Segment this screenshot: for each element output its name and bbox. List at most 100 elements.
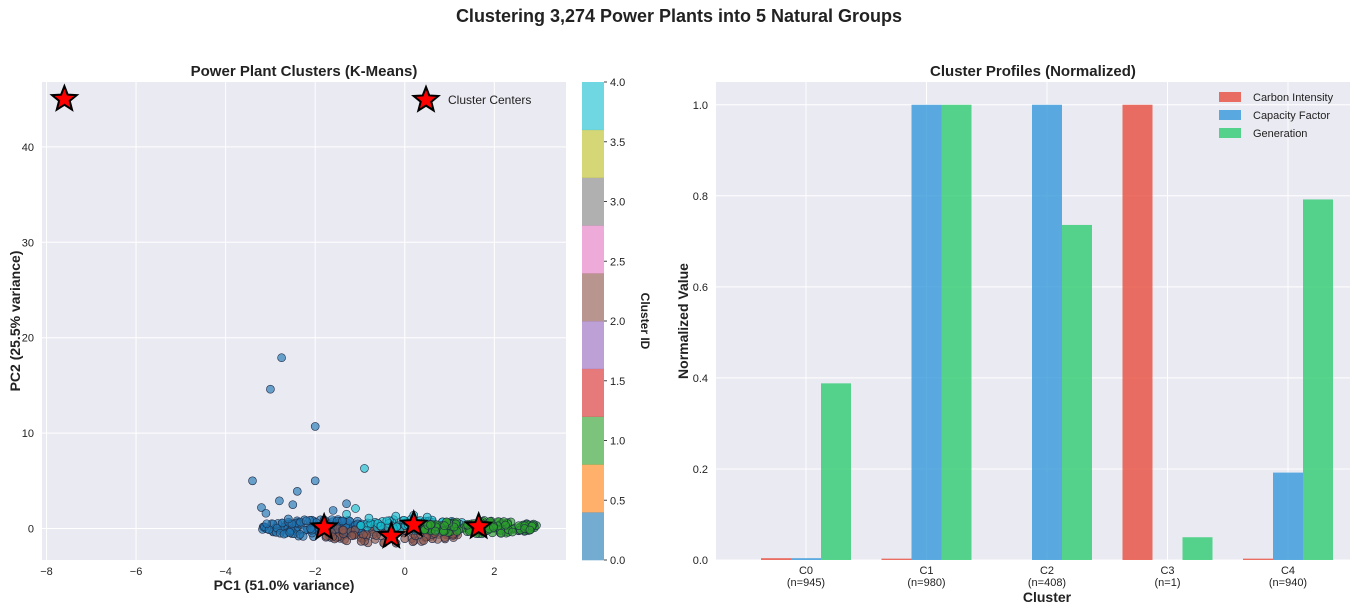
data-point-cluster-0 bbox=[261, 508, 271, 518]
bar-capacity-factor-c2 bbox=[1032, 104, 1062, 560]
bar-capacity-factor-c4 bbox=[1273, 472, 1303, 560]
bar-panel: 0.00.20.40.60.81.0C0(n=945)C1(n=980)C2(n… bbox=[675, 63, 1350, 605]
data-point-cluster-0 bbox=[310, 476, 320, 486]
colorbar: 0.0 0.5 1.0 1.5 2.0 2.5 3.0 3.5 4.0 Cluster ID bbox=[582, 77, 652, 567]
data-point-cluster-0 bbox=[342, 499, 351, 509]
y-tick-label: 0.0 bbox=[693, 555, 708, 567]
x-tick-count-c4: (n=940) bbox=[1269, 577, 1307, 589]
data-point-cluster-4 bbox=[360, 464, 369, 473]
data-point-cluster-1 bbox=[426, 520, 435, 530]
x-tick-count-c1: (n=980) bbox=[907, 577, 945, 589]
bar-carbon-intensity-c3 bbox=[1122, 104, 1153, 560]
data-point-cluster-0 bbox=[295, 530, 305, 539]
cluster-center-star bbox=[309, 511, 340, 541]
colorbar-swatch bbox=[582, 225, 604, 274]
data-point-cluster-1 bbox=[525, 525, 535, 535]
data-point-cluster-0 bbox=[301, 516, 311, 526]
y-tick-label: 0 bbox=[28, 524, 34, 536]
colorbar-tick-labels: 0.0 0.5 1.0 1.5 2.0 2.5 3.0 3.5 4.0 bbox=[604, 77, 625, 567]
legend-label-capacity-factor: Capacity Factor bbox=[1253, 110, 1330, 122]
bar-carbon-intensity-c1 bbox=[881, 558, 912, 560]
scatter-y-axis-label: PC2 (25.5% variance) bbox=[7, 251, 23, 392]
data-point-cluster-1 bbox=[501, 520, 510, 530]
cluster-center-star bbox=[463, 510, 494, 540]
data-point-cluster-4 bbox=[342, 509, 351, 519]
data-point-cluster-4 bbox=[382, 516, 392, 526]
colorbar-tick-label: 3.5 bbox=[610, 137, 625, 149]
data-point-cluster-0 bbox=[288, 500, 298, 509]
cluster-center-star bbox=[376, 520, 407, 549]
x-tick-label-c0: C0 bbox=[799, 565, 813, 577]
colorbar-swatch bbox=[582, 321, 604, 370]
data-point-cluster-0 bbox=[277, 353, 286, 363]
colorbar-tick-label: 0.5 bbox=[610, 495, 625, 507]
x-tick-label: −2 bbox=[309, 566, 322, 578]
bar-title: Cluster Profiles (Normalized) bbox=[930, 63, 1136, 80]
legend-star-icon bbox=[411, 84, 441, 113]
colorbar-label: Cluster ID bbox=[638, 293, 652, 350]
data-point-cluster-0 bbox=[285, 528, 295, 537]
data-point-cluster-0 bbox=[284, 514, 293, 524]
data-point-cluster-0 bbox=[328, 506, 338, 515]
bar-generation-c4 bbox=[1303, 199, 1333, 561]
colorbar-tick-label: 2.0 bbox=[610, 316, 625, 328]
colorbar-tick-label: 4.0 bbox=[610, 77, 625, 89]
bar-capacity-factor-c0 bbox=[791, 558, 821, 560]
data-point-cluster-0 bbox=[262, 519, 272, 529]
bar-carbon-intensity-c4 bbox=[1243, 558, 1273, 560]
data-point-cluster-0 bbox=[306, 524, 315, 533]
legend-swatch-capacity-factor bbox=[1219, 110, 1241, 120]
figure-title: Clustering 3,274 Power Plants into 5 Nat… bbox=[455, 6, 903, 26]
colorbar-swatches bbox=[582, 82, 604, 561]
y-tick-label: 0.6 bbox=[693, 282, 708, 294]
x-tick-count-c0: (n=945) bbox=[787, 577, 825, 589]
scatter-x-axis-label: PC1 (51.0% variance) bbox=[214, 577, 355, 593]
bars bbox=[761, 104, 1333, 561]
colorbar-swatch bbox=[582, 82, 604, 131]
y-tick-label: 0.2 bbox=[693, 464, 708, 476]
data-point-cluster-0 bbox=[266, 384, 275, 394]
legend-cluster-centers: Cluster Centers bbox=[448, 93, 531, 107]
data-point-cluster-2 bbox=[347, 531, 357, 541]
data-point-cluster-0 bbox=[338, 516, 347, 526]
x-tick-label: 2 bbox=[491, 566, 497, 578]
x-tick-label: −4 bbox=[219, 566, 232, 578]
data-point-cluster-0 bbox=[275, 496, 284, 506]
colorbar-tick-label: 1.0 bbox=[610, 436, 625, 448]
cluster-center-legend-icon bbox=[411, 84, 441, 113]
bar-x-axis-label: Cluster bbox=[1023, 589, 1072, 605]
colorbar-tick-label: 2.5 bbox=[610, 256, 625, 268]
x-tick-label: 0 bbox=[402, 566, 408, 578]
bar-carbon-intensity-c0 bbox=[761, 558, 791, 560]
colorbar-swatch bbox=[582, 177, 604, 226]
x-tick-count-c3: (n=1) bbox=[1155, 577, 1181, 589]
data-point-cluster-1 bbox=[496, 528, 506, 538]
x-tick-label: −8 bbox=[40, 566, 53, 578]
x-tick-label: −6 bbox=[130, 566, 143, 578]
data-point-cluster-4 bbox=[351, 504, 360, 513]
bar-tick-labels: 0.00.20.40.60.81.0C0(n=945)C1(n=980)C2(n… bbox=[693, 100, 1307, 589]
data-point-cluster-0 bbox=[257, 503, 266, 512]
scatter-plot-area bbox=[42, 82, 566, 560]
bar-legend: Carbon Intensity Capacity Factor Generatio… bbox=[1219, 92, 1334, 140]
y-tick-label: 30 bbox=[22, 237, 34, 249]
cluster-center-star bbox=[49, 83, 80, 112]
bar-generation-c3 bbox=[1182, 537, 1213, 560]
data-point-cluster-2 bbox=[419, 536, 428, 545]
legend-label-carbon-intensity: Carbon Intensity bbox=[1253, 92, 1334, 104]
colorbar-tick-label: 0.0 bbox=[610, 555, 625, 567]
legend-swatch-carbon-intensity bbox=[1219, 92, 1241, 102]
cluster-centers bbox=[49, 83, 494, 549]
x-tick-label-c3: C3 bbox=[1160, 565, 1174, 577]
x-tick-label-c1: C1 bbox=[919, 565, 933, 577]
cluster-center-star bbox=[398, 508, 429, 538]
data-point-cluster-4 bbox=[356, 521, 366, 530]
data-point-cluster-1 bbox=[431, 526, 440, 536]
y-tick-label: 0.8 bbox=[693, 191, 708, 203]
colorbar-swatch bbox=[582, 464, 604, 513]
x-tick-label-c2: C2 bbox=[1040, 565, 1054, 577]
colorbar-tick-label: 3.0 bbox=[610, 197, 625, 209]
